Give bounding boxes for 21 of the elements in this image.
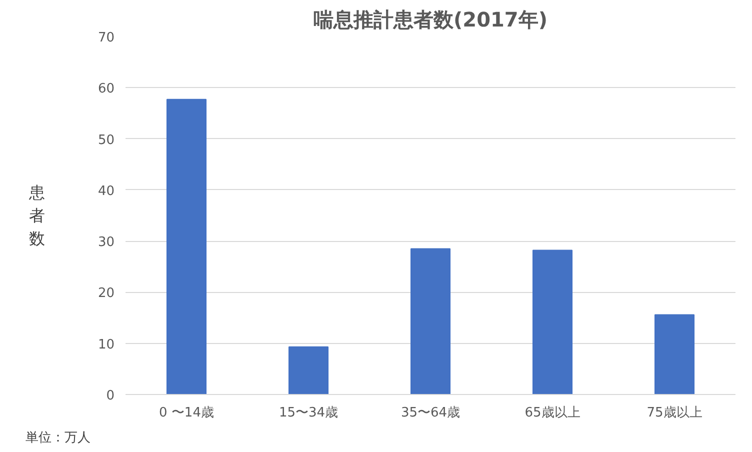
- x-tick-label: 15〜34歳: [278, 406, 338, 420]
- x-tick-label: 35〜64歳: [400, 406, 460, 420]
- chart-title: 喘息推計患者数(2017年): [314, 8, 548, 32]
- x-tick-label: 75歳以上: [646, 406, 702, 420]
- y-tick-label: 10: [98, 337, 115, 352]
- y-tick-label: 30: [98, 235, 115, 250]
- bar: [410, 248, 451, 394]
- y-tick-label: 60: [98, 82, 115, 97]
- bar: [166, 98, 207, 394]
- y-tick-label: 70: [98, 30, 115, 46]
- y-tick-label: 40: [98, 184, 115, 199]
- y-tick-label: 0: [106, 388, 115, 404]
- y-axis-title: 患者数: [28, 183, 45, 248]
- y-tick-label: 50: [98, 132, 115, 148]
- x-tick-label: 0 〜14歳: [159, 406, 214, 420]
- bar: [288, 346, 329, 394]
- text: 単位：万人: [26, 430, 90, 446]
- bar: [532, 250, 573, 394]
- bar: [654, 314, 695, 394]
- y-tick-label: 20: [98, 286, 115, 302]
- x-tick-label: 65歳以上: [524, 406, 580, 420]
